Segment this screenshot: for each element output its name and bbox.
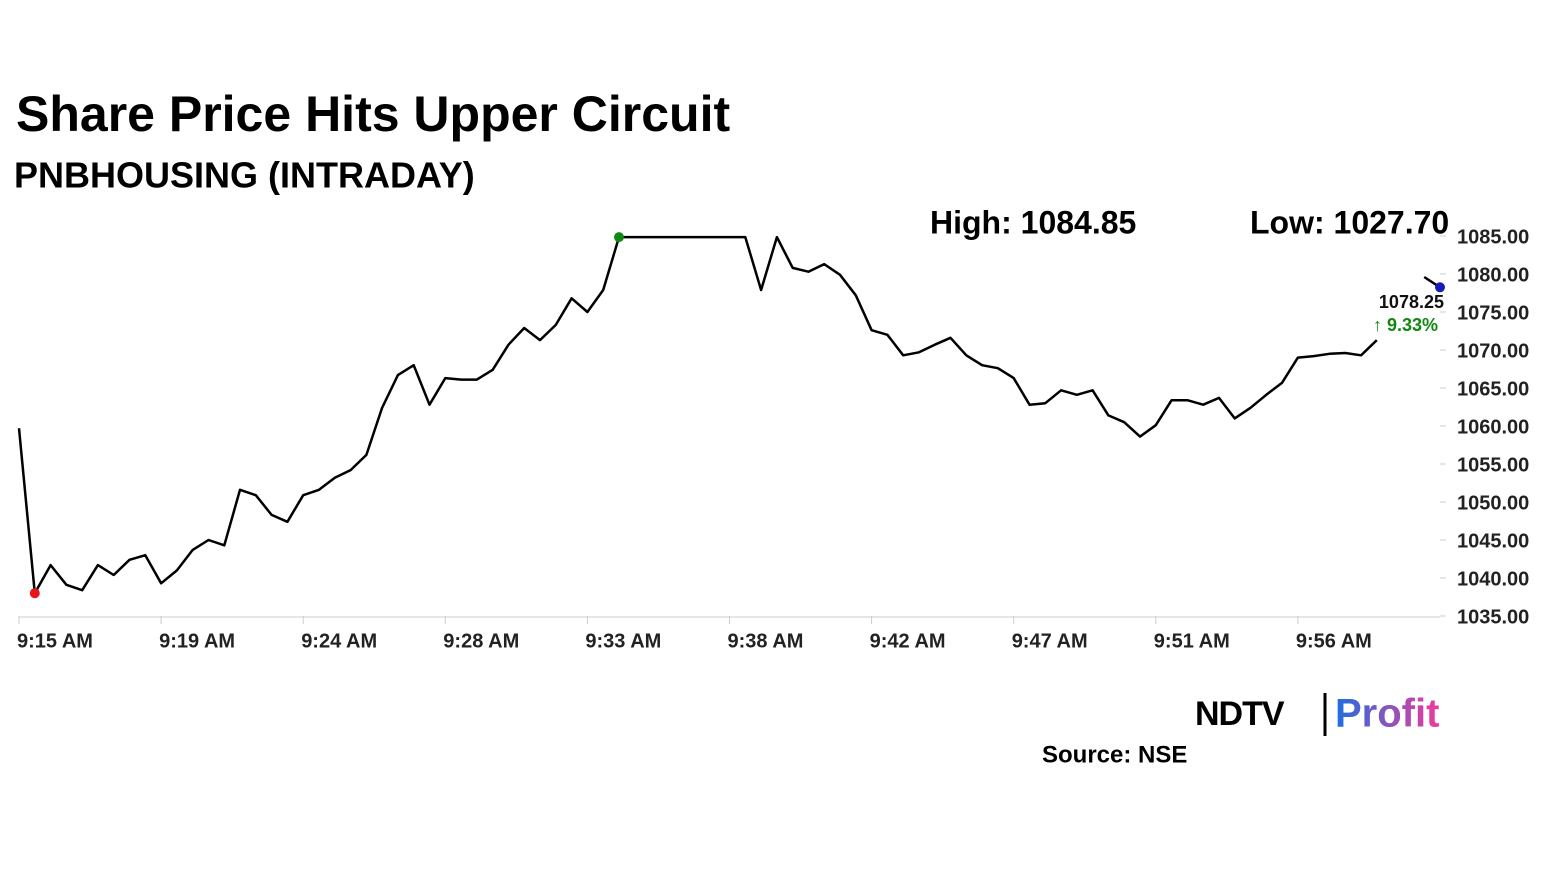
chart-title: Share Price Hits Upper Circuit — [16, 86, 730, 142]
x-tick-label: 9:47 AM — [1012, 630, 1088, 652]
high-marker — [613, 232, 624, 243]
high-label: High: 1084.85 — [930, 204, 1136, 240]
y-tick-label: 1040.00 — [1457, 568, 1529, 590]
y-tick-label: 1080.00 — [1457, 264, 1529, 286]
x-tick-label: 9:42 AM — [870, 630, 946, 652]
y-tick-label: 1065.00 — [1457, 378, 1529, 400]
source: Source: NSE — [1042, 741, 1187, 768]
price-line — [17, 235, 1441, 595]
last-marker — [1435, 282, 1445, 293]
change-label: ↑ 9.33% — [1373, 315, 1438, 335]
low-marker — [29, 588, 40, 599]
brand-profit: Profit — [1335, 692, 1439, 736]
brand-ndtv: NDTV — [1195, 695, 1285, 733]
chart-subtitle: PNBHOUSING (INTRADAY) — [14, 155, 475, 196]
y-tick-label: 1055.00 — [1457, 454, 1529, 476]
last-value-label: 1078.25 — [1379, 292, 1444, 312]
x-tick-label: 9:15 AM — [17, 630, 93, 652]
x-tick-label: 9:24 AM — [301, 630, 377, 652]
low-label: Low: 1027.70 — [1250, 204, 1449, 240]
y-tick-label: 1060.00 — [1457, 416, 1529, 438]
x-tick-label: 9:56 AM — [1296, 630, 1372, 652]
x-tick-label: 9:28 AM — [443, 630, 519, 652]
y-tick-label: 1070.00 — [1457, 340, 1529, 362]
y-tick-label: 1035.00 — [1457, 606, 1529, 628]
y-tick-label: 1085.00 — [1457, 226, 1529, 248]
x-tick-label: 9:38 AM — [728, 630, 804, 652]
x-tick-label: 9:51 AM — [1154, 630, 1230, 652]
y-tick-label: 1050.00 — [1457, 492, 1529, 514]
x-tick-label: 9:33 AM — [585, 630, 661, 652]
y-tick-label: 1075.00 — [1457, 302, 1529, 324]
x-tick-label: 9:19 AM — [159, 630, 235, 652]
y-tick-label: 1045.00 — [1457, 530, 1529, 552]
